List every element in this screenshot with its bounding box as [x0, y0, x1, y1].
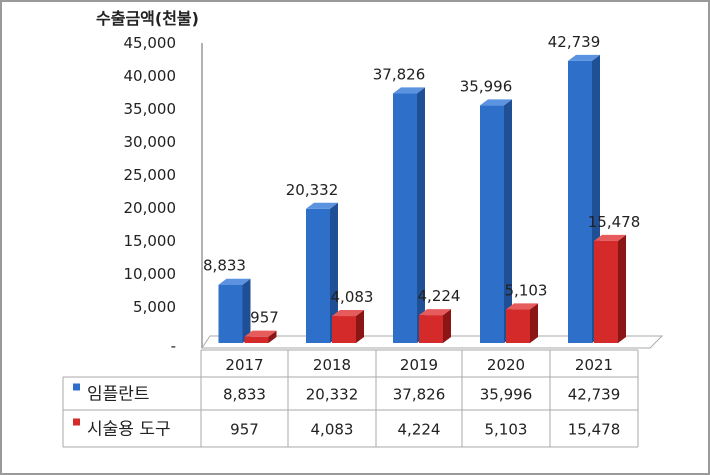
y-tick-label: 10,000 [124, 265, 177, 283]
bar-top [332, 310, 364, 317]
data-label: 5,103 [505, 281, 548, 299]
bar-top [594, 234, 626, 241]
bar-implant-2017 [218, 284, 243, 343]
y-tick-label: 20,000 [124, 199, 177, 217]
x-tick-label: 2018 [313, 356, 351, 374]
legend-swatch [73, 383, 80, 391]
bar-tools-2019 [419, 315, 443, 343]
y-tick-label: 45,000 [124, 34, 177, 52]
data-label: 20,332 [286, 181, 339, 199]
bar-side [356, 310, 364, 343]
bar-side [504, 99, 512, 344]
bar-top [393, 87, 425, 94]
bar-top [506, 303, 538, 310]
data-label: 957 [250, 309, 279, 327]
bar-top [480, 99, 512, 106]
bar-side [417, 87, 425, 344]
data-label: 4,224 [418, 287, 461, 305]
y-tick-label: - [171, 337, 176, 355]
legend-label: 시술용 도구 [87, 420, 171, 440]
bar-implant-2019 [393, 93, 417, 344]
data-label: 37,826 [373, 65, 426, 83]
bar-side [330, 202, 338, 343]
y-axis-title: 수출금액(천불) [96, 9, 199, 28]
bar-side [242, 278, 251, 343]
bar-top [419, 309, 451, 316]
bar-top [244, 330, 277, 337]
table-cell: 4,083 [311, 421, 354, 439]
x-tick-label: 2017 [225, 356, 263, 374]
table-cell: 4,224 [398, 421, 441, 439]
y-tick-label: 30,000 [124, 133, 177, 151]
table-cell: 5,103 [485, 421, 528, 439]
x-tick-label: 2021 [575, 356, 613, 374]
y-tick-label: 15,000 [124, 232, 177, 250]
table-cell: 15,478 [568, 421, 621, 439]
bar-side [530, 303, 538, 343]
data-label: 4,083 [331, 288, 374, 306]
table-cell: 35,996 [480, 386, 533, 404]
table-cell: 957 [230, 421, 259, 439]
bar-implant-2018 [306, 208, 330, 343]
bar-side [268, 330, 277, 343]
bar-tools-2021 [594, 240, 618, 343]
table-cell: 42,739 [568, 386, 621, 404]
data-label: 8,833 [203, 257, 246, 275]
y-tick-label: 5,000 [133, 298, 176, 316]
bar-tools-2017 [244, 336, 269, 343]
bar-tools-2018 [332, 316, 356, 343]
legend-label: 임플란트 [87, 385, 150, 405]
x-tick-label: 2020 [487, 356, 525, 374]
bar-side [618, 234, 626, 343]
table-cell: 37,826 [393, 386, 446, 404]
y-tick-label: 35,000 [124, 100, 177, 118]
data-label: 42,739 [548, 33, 601, 51]
x-tick-label: 2019 [400, 356, 438, 374]
bar-implant-2020 [480, 105, 504, 344]
table-cell: 20,332 [306, 386, 359, 404]
bar-side [443, 309, 451, 343]
bar-top [218, 278, 251, 285]
data-label: 35,996 [460, 77, 513, 95]
y-tick-label: 25,000 [124, 166, 177, 184]
bar-top [306, 202, 338, 209]
bar-implant-2021 [568, 60, 592, 343]
data-label: 15,478 [588, 213, 641, 231]
bar-top [568, 54, 600, 61]
table-cell: 8,833 [223, 386, 266, 404]
legend-swatch [73, 418, 80, 426]
y-tick-label: 40,000 [124, 67, 177, 85]
bar-tools-2020 [506, 309, 530, 343]
